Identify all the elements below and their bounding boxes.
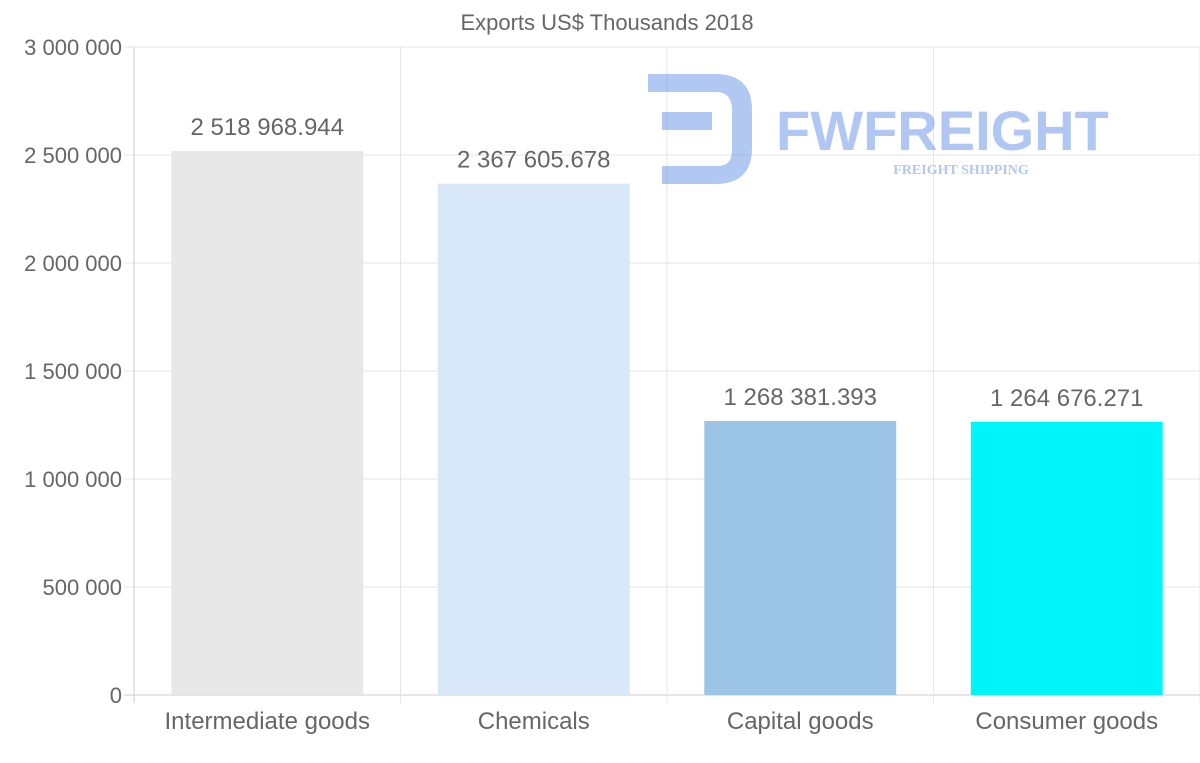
x-tick-label: Chemicals	[478, 708, 590, 735]
bar-value-label: 2 367 605.678	[457, 147, 610, 174]
y-tick-label: 0	[110, 683, 122, 708]
y-tick-label: 3 000 000	[24, 35, 122, 60]
bar	[171, 150, 364, 695]
bar-value-label: 2 518 968.944	[191, 114, 344, 141]
watermark-logo: FWFREIGHT FREIGHT SHIPPING	[648, 74, 1109, 184]
watermark-brand: FWFREIGHT	[776, 99, 1109, 162]
bar-value-label: 1 268 381.393	[724, 384, 877, 411]
y-tick-label: 2 500 000	[24, 143, 122, 168]
bar-value-label: 1 264 676.271	[990, 385, 1143, 412]
bars	[171, 150, 1163, 695]
x-tick-label: Intermediate goods	[165, 708, 370, 735]
y-tick-label: 500 000	[42, 575, 122, 600]
watermark-logo-icon	[648, 74, 752, 184]
bar	[437, 183, 630, 695]
y-tick-label: 1 500 000	[24, 359, 122, 384]
x-tick-label: Consumer goods	[975, 708, 1158, 735]
bar	[970, 421, 1163, 695]
data-labels: 2 518 968.944 2 367 605.678 1 268 381.393 1…	[191, 114, 1144, 412]
y-tick-label: 2 000 000	[24, 251, 122, 276]
bar	[704, 421, 897, 695]
chart-title: Exports US$ Thousands 2018	[460, 10, 753, 35]
watermark-tagline: FREIGHT SHIPPING	[893, 163, 1029, 178]
x-tick-label: Capital goods	[727, 708, 874, 735]
y-tick-label: 1 000 000	[24, 467, 122, 492]
axes: 0 500 000 1 000 000 1 500 000 2 000 000 2 500…	[24, 35, 1158, 735]
